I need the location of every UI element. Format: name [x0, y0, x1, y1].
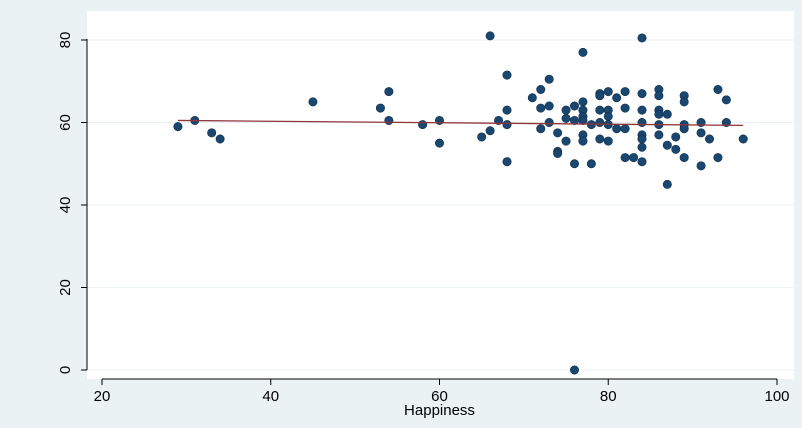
data-point [620, 87, 630, 97]
data-point [662, 140, 672, 150]
x-tick-label-20: 20 [94, 388, 111, 405]
data-point [477, 132, 487, 142]
data-point [595, 134, 605, 144]
x-tick-label-100: 100 [764, 388, 789, 405]
data-point [494, 115, 504, 125]
data-point [544, 101, 554, 111]
data-point [536, 85, 546, 95]
data-point [620, 153, 630, 163]
data-point [502, 105, 512, 115]
data-point [637, 89, 647, 99]
data-point [704, 134, 714, 144]
data-point [713, 153, 723, 163]
data-point [578, 136, 588, 146]
data-point [553, 128, 563, 138]
data-point [578, 47, 588, 57]
data-point [418, 120, 428, 130]
data-point [696, 161, 706, 171]
y-tick-label-60: 60 [57, 114, 74, 131]
data-point [603, 87, 613, 97]
data-point [502, 70, 512, 80]
data-point [629, 153, 639, 163]
data-point [569, 159, 579, 169]
data-point [595, 118, 605, 128]
data-point [637, 157, 647, 167]
data-point [173, 122, 183, 132]
data-point [603, 111, 613, 121]
data-point [603, 136, 613, 146]
data-point [654, 91, 664, 101]
data-point [612, 93, 622, 103]
data-point [569, 101, 579, 111]
data-point [679, 124, 689, 134]
data-point [586, 159, 596, 169]
y-tick-label-20: 20 [57, 279, 74, 296]
data-point [679, 97, 689, 107]
data-point [434, 138, 444, 148]
data-point [569, 365, 579, 375]
data-point [578, 97, 588, 107]
data-point [654, 109, 664, 119]
data-point [561, 105, 571, 115]
data-point [561, 113, 571, 123]
data-point [637, 118, 647, 128]
data-point [375, 103, 385, 113]
data-point [654, 130, 664, 140]
data-point [713, 85, 723, 95]
data-point [485, 31, 495, 41]
x-tick-label-40: 40 [262, 388, 279, 405]
data-point [595, 105, 605, 115]
data-point [527, 93, 537, 103]
x-tick-label-60: 60 [431, 388, 448, 405]
data-point [561, 136, 571, 146]
data-point [384, 87, 394, 97]
x-axis-title: Happiness [404, 402, 475, 419]
data-point [215, 134, 225, 144]
data-point [637, 105, 647, 115]
data-point [612, 124, 622, 134]
fit-line [177, 119, 744, 127]
data-point [544, 118, 554, 128]
data-point [671, 132, 681, 142]
data-point [637, 142, 647, 152]
data-point [671, 144, 681, 154]
y-tick-label-80: 80 [57, 32, 74, 49]
data-point [620, 103, 630, 113]
y-tick-label-0: 0 [57, 366, 74, 374]
data-point [553, 148, 563, 158]
data-point [679, 153, 689, 163]
data-point [738, 134, 748, 144]
data-point [544, 74, 554, 84]
data-point [637, 33, 647, 43]
data-point [721, 95, 731, 105]
data-point [637, 134, 647, 144]
plot-background [87, 11, 794, 379]
data-point [384, 115, 394, 125]
data-point [620, 124, 630, 134]
data-point [308, 97, 318, 107]
data-point [485, 126, 495, 136]
data-point [662, 109, 672, 119]
data-point [578, 115, 588, 125]
x-tick-label-80: 80 [600, 388, 617, 405]
data-point [207, 128, 217, 138]
data-point [662, 179, 672, 189]
data-point [502, 120, 512, 130]
data-point [696, 128, 706, 138]
data-point [502, 157, 512, 167]
data-point [536, 103, 546, 113]
data-point [536, 124, 546, 134]
data-point [595, 91, 605, 101]
y-tick-label-40: 40 [57, 197, 74, 214]
